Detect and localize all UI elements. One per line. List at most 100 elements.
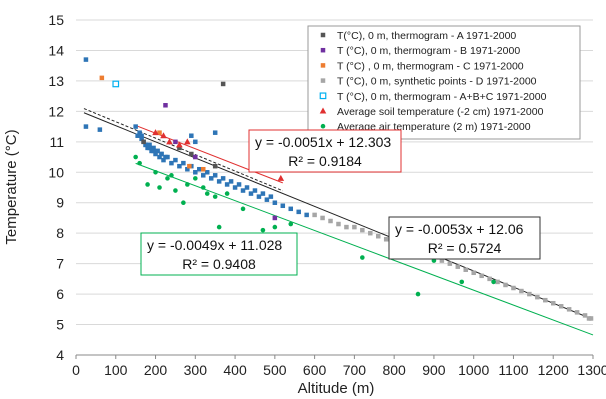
x-tick-label: 1000	[458, 362, 489, 378]
equation-text: y = -0.0053x + 12.06	[395, 221, 524, 237]
y-tick-label: 6	[56, 286, 64, 302]
equation-box	[388, 216, 541, 260]
legend-label: T(°C), 0 m, thermogram - A 1971-2000	[337, 30, 516, 42]
y-tick-label: 4	[56, 347, 64, 363]
series-data-point	[212, 163, 218, 169]
series-data-point	[153, 169, 158, 175]
main-data-point	[155, 148, 160, 154]
series-data-point	[344, 224, 349, 230]
legend-label: T (°C), 0 m, thermogram - A+B+C 1971-200…	[337, 91, 547, 103]
main-data-point	[161, 157, 166, 163]
x-tick-label: 0	[72, 362, 80, 378]
series-data-point	[173, 139, 178, 145]
series-data-point	[160, 132, 167, 139]
series-data-point	[463, 267, 468, 272]
x-tick-label: 900	[422, 362, 446, 378]
x-tick-label: 100	[104, 362, 128, 378]
series-data-point	[288, 221, 294, 227]
x-tick-label: 200	[144, 362, 168, 378]
main-data-point	[220, 176, 226, 181]
main-data-point	[228, 179, 234, 184]
series-data-point	[145, 182, 150, 187]
x-tick-label: 600	[303, 362, 327, 378]
y-tick-label: 11	[49, 134, 64, 150]
series-data-point	[200, 185, 206, 190]
legend-label: T (°C), 0 m, thermogram - B 1971-2000	[337, 45, 520, 57]
main-data-point	[208, 176, 214, 181]
main-data-point	[280, 203, 286, 209]
series-data-point	[383, 237, 389, 242]
legend-marker	[320, 47, 326, 53]
r-squared-text: R² = 0.5724	[428, 240, 502, 256]
main-data-point	[212, 173, 218, 178]
series-data-point	[328, 218, 333, 224]
main-data-point	[83, 124, 89, 129]
series-data-point	[193, 176, 198, 181]
main-data-point	[159, 151, 164, 157]
main-data-point	[151, 148, 156, 154]
series-data-point	[157, 130, 162, 135]
x-tick-label: 1100	[498, 362, 528, 378]
series-data-point	[312, 212, 317, 218]
equation-text: y = -0.0051x + 12.303	[255, 134, 391, 150]
y-tick-label: 7	[56, 256, 64, 272]
x-tick-label: 1200	[538, 362, 569, 378]
series-data-point	[527, 291, 532, 297]
x-tick-label: 400	[223, 362, 247, 378]
y-tick-label: 10	[48, 164, 64, 180]
series-data-point	[204, 191, 210, 196]
series-data-point	[152, 129, 159, 136]
series-data-point	[360, 255, 365, 260]
series-data-point	[163, 103, 168, 108]
series-data-point	[336, 221, 341, 227]
main-data-point	[153, 151, 158, 157]
x-tick-label: 1300	[577, 362, 606, 378]
series-data-point	[201, 166, 206, 172]
series-data-point	[566, 307, 572, 312]
series-data-point	[137, 160, 142, 166]
series-data-point	[320, 215, 325, 221]
main-data-point	[97, 127, 103, 132]
main-data-point	[181, 160, 186, 166]
equation-text: y = -0.0049x + 11.028	[147, 237, 282, 253]
main-data-point	[177, 163, 182, 169]
series-data-point	[216, 224, 222, 230]
main-data-point	[268, 194, 274, 199]
r-squared-text: R² = 0.9408	[182, 256, 256, 272]
main-data-point	[296, 209, 301, 215]
main-data-point	[201, 173, 206, 178]
equation-boxes: y = -0.0051x + 12.303 R² = 0.9184 y = -0.0…	[140, 129, 541, 276]
series-data-point	[459, 279, 465, 285]
equation-box	[248, 129, 402, 173]
main-data-point	[137, 130, 142, 135]
series-data-point	[193, 154, 198, 160]
main-data-point	[204, 170, 210, 175]
main-data-point	[193, 170, 198, 175]
series-data-point	[272, 215, 278, 221]
y-tick-label: 14	[48, 42, 64, 58]
series-data-point	[189, 151, 194, 157]
series-data-point	[133, 154, 138, 160]
series-data-point	[368, 230, 373, 236]
main-data-point	[248, 191, 254, 196]
series-data-point	[260, 227, 266, 233]
series-data-point	[487, 276, 492, 282]
legend-marker	[320, 63, 326, 68]
y-tick-label: 5	[56, 317, 64, 333]
series-data-point	[519, 288, 524, 294]
series-data-point	[272, 224, 278, 230]
legend-label: T (°C), 0 m, synthetic points - D 1971-2…	[337, 76, 537, 88]
series-data-point	[177, 145, 182, 151]
equation-box	[140, 232, 298, 276]
series-data-point	[240, 206, 246, 212]
series-data-point	[415, 291, 421, 297]
series-data-point	[535, 294, 540, 300]
series-data-point	[169, 173, 174, 178]
trendline	[135, 162, 594, 336]
main-data-point	[169, 160, 174, 166]
series-data-point	[582, 313, 588, 318]
main-data-point	[173, 157, 178, 163]
series-data-point	[224, 191, 230, 196]
series-data-point	[212, 194, 218, 199]
